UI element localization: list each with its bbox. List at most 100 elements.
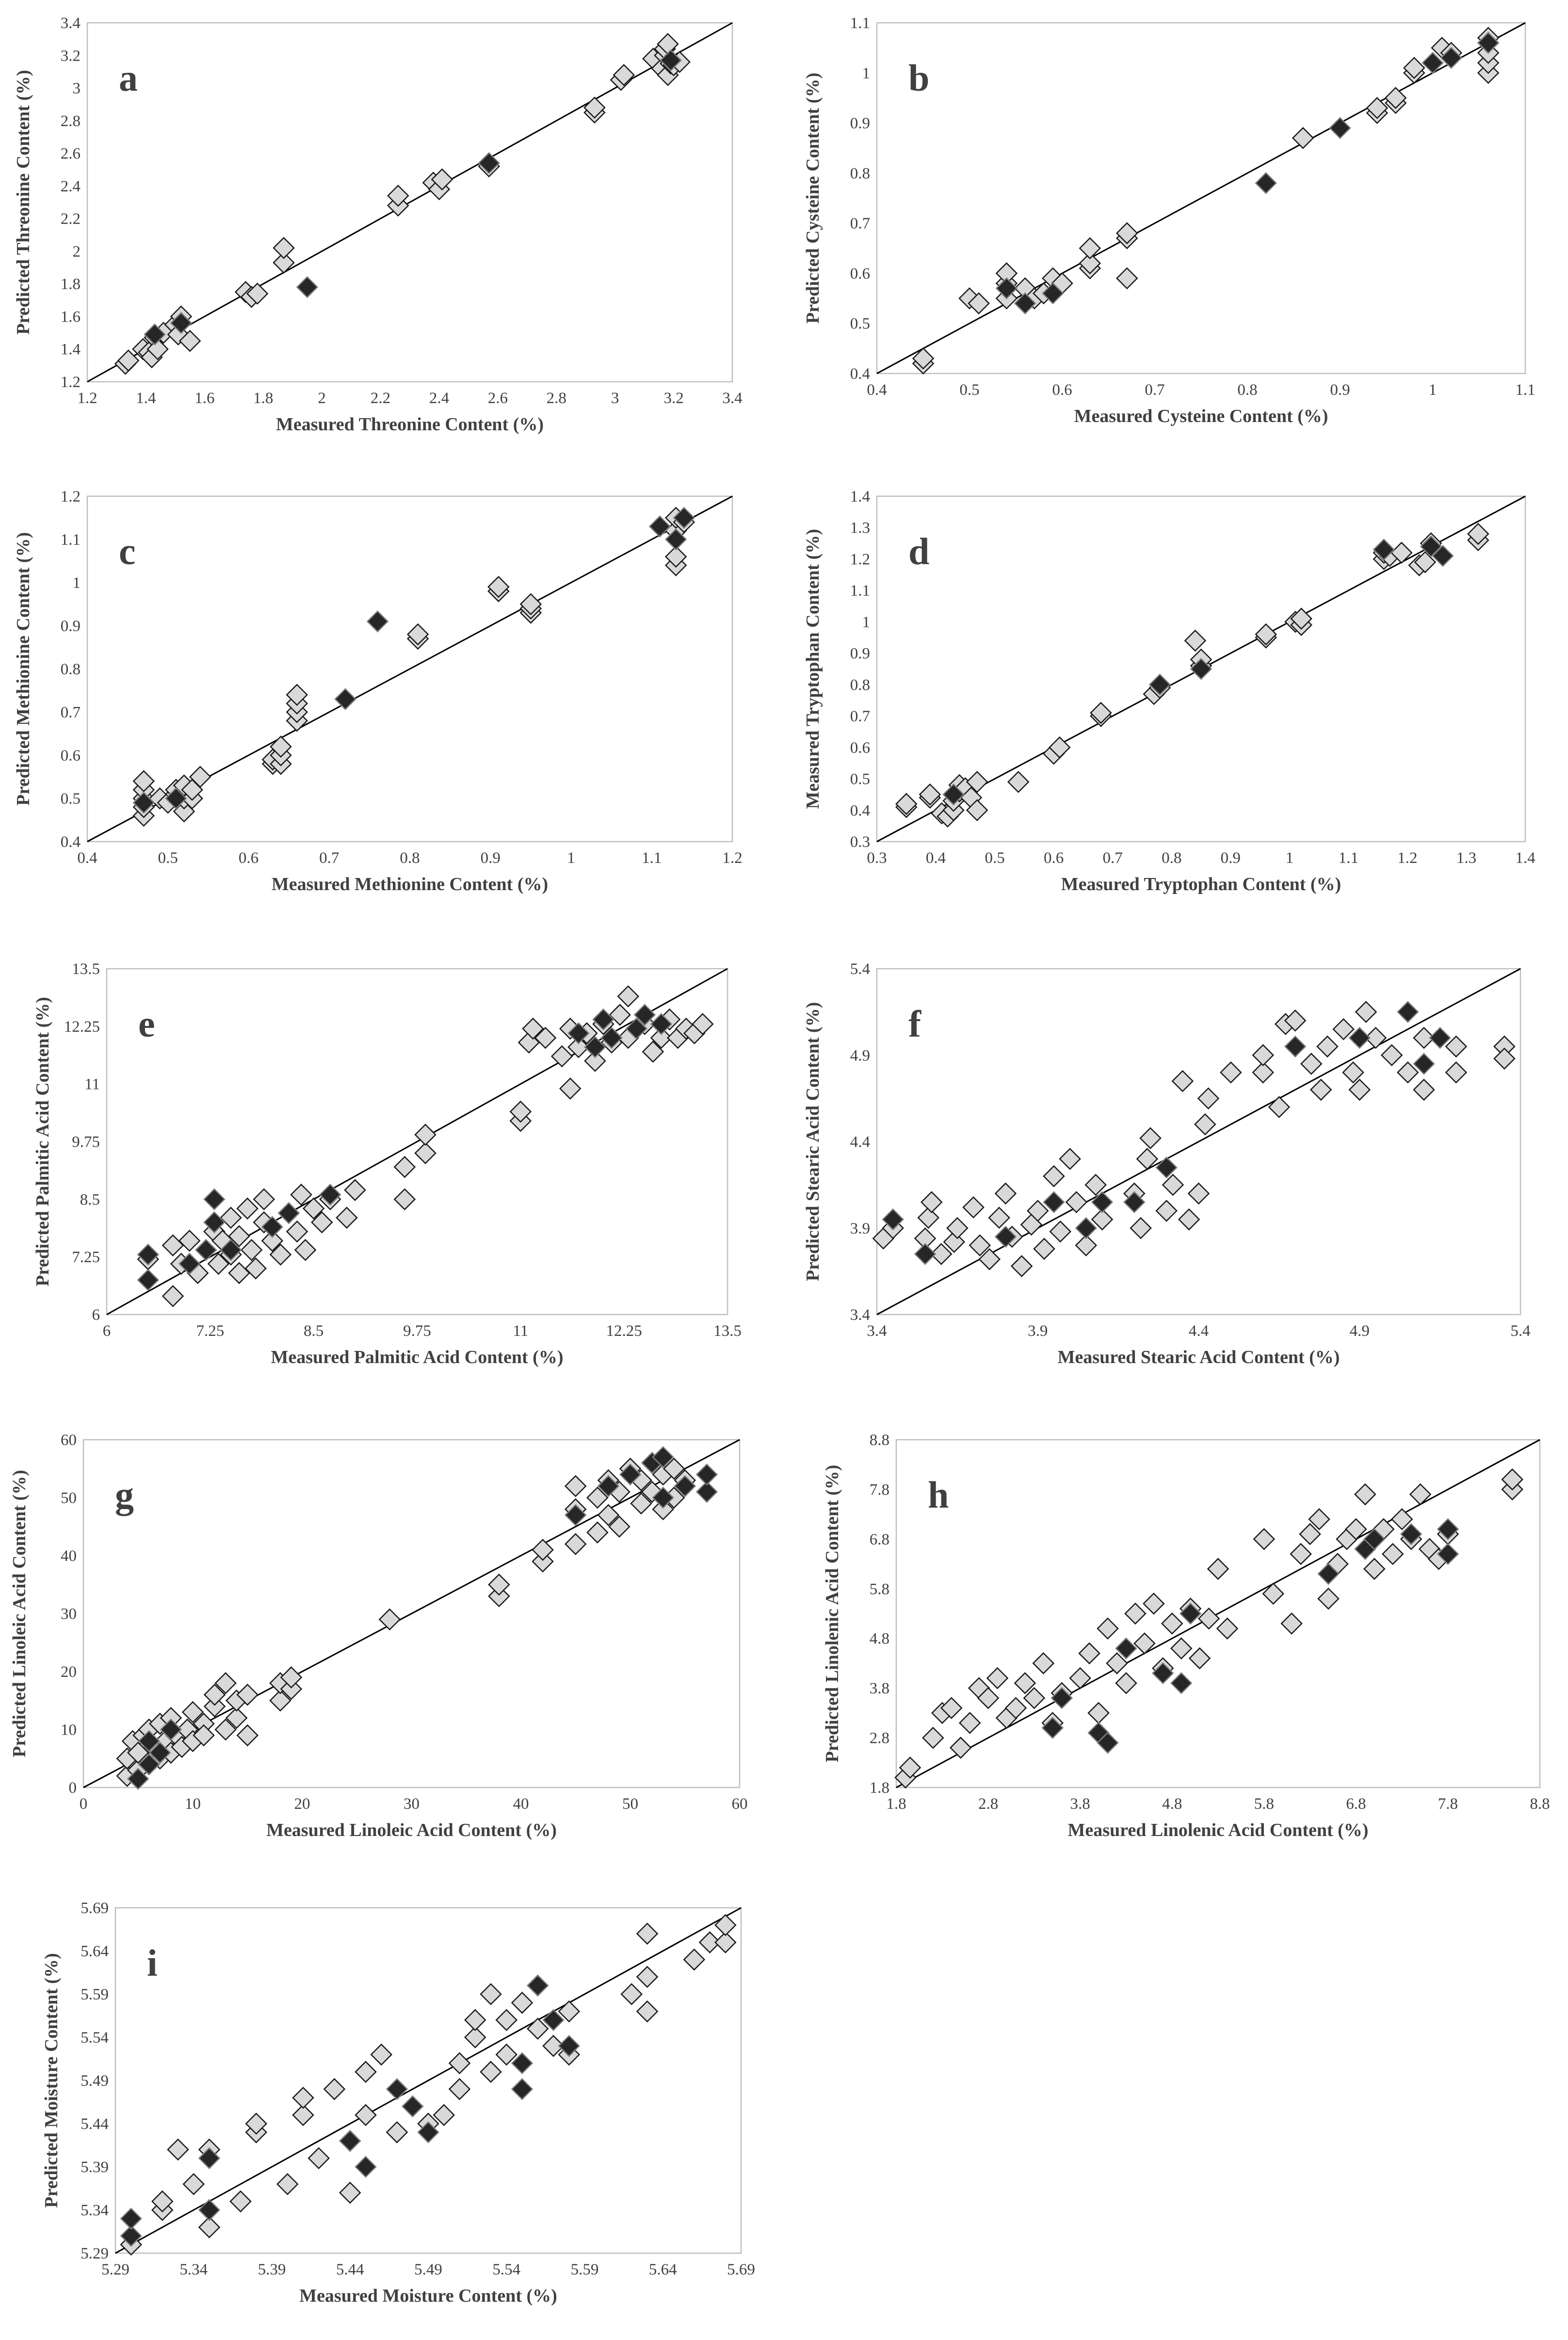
calibration-point: [414, 1123, 436, 1146]
x-tick-label: 2.2: [371, 390, 390, 407]
calibration-point: [962, 1196, 985, 1219]
x-tick-label: 0.9: [481, 849, 501, 867]
validation-point: [558, 2035, 581, 2057]
x-axis-label: Measured Linolenic Acid Content (%): [1068, 1820, 1369, 1840]
y-tick-label: 4.8: [870, 1630, 889, 1648]
y-tick-label: 11: [84, 1076, 100, 1093]
validation-point: [178, 1252, 201, 1275]
calibration-point: [1445, 1061, 1468, 1084]
y-tick-label: 0.6: [850, 265, 870, 282]
validation-point: [220, 1239, 242, 1261]
calibration-point: [1032, 1652, 1055, 1674]
calibration-point: [207, 1252, 230, 1275]
calibration-point: [1023, 1687, 1046, 1709]
x-tick-label: 0.7: [1145, 381, 1164, 399]
calibration-point: [509, 1100, 532, 1123]
x-tick-label: 1: [1286, 849, 1294, 867]
validation-point: [478, 152, 500, 175]
calibration-point: [899, 1756, 921, 1779]
calibration-point: [132, 770, 155, 793]
calibration-point: [564, 1533, 587, 1555]
calibration-point: [336, 1206, 358, 1229]
y-tick-label: 0.9: [850, 645, 870, 663]
calibration-point: [617, 985, 639, 1008]
calibration-point: [286, 1220, 308, 1243]
validation-point: [1170, 1672, 1193, 1694]
calibration-point: [253, 1188, 275, 1211]
x-axis-label: Measured Cysteine Content (%): [1074, 406, 1328, 426]
x-tick-label: 0.4: [926, 849, 946, 867]
calibration-point: [1299, 1523, 1321, 1545]
validation-point: [600, 1026, 623, 1049]
validation-point: [1051, 1687, 1073, 1709]
identity-line: [896, 1439, 1540, 1788]
y-tick-label: 1.8: [870, 1779, 889, 1797]
x-tick-label: 2: [318, 390, 326, 407]
calibration-point: [564, 1475, 587, 1497]
x-tick-label: 0.8: [1237, 381, 1257, 399]
y-tick-label: 8.8: [870, 1431, 889, 1449]
y-tick-label: 1: [73, 574, 81, 592]
validation-point: [339, 2129, 361, 2152]
panel-letter: f: [908, 1003, 921, 1045]
x-tick-label: 1.2: [1397, 849, 1417, 867]
calibration-point: [1345, 1518, 1367, 1541]
calibration-point: [958, 1712, 981, 1734]
validation-point: [1422, 51, 1444, 74]
validation-point: [417, 2121, 439, 2144]
calibration-point: [912, 347, 935, 370]
calibration-point: [532, 1550, 554, 1573]
validation-point: [1148, 673, 1171, 696]
calibration-point: [542, 2035, 565, 2057]
calibration-point: [586, 1486, 609, 1509]
y-tick-label: 9.75: [72, 1134, 100, 1151]
y-tick-label: 0.4: [850, 802, 870, 819]
chart-panel-h: 1.8 2.8 3.8 4.8 5.8 6.8 7.8 8.8 1.8 2.8 3.8 4.8 5.8 6…: [822, 1431, 1550, 1840]
calibration-point: [1115, 222, 1138, 244]
calibration-point: [240, 1239, 263, 1261]
y-tick-label: 2.8: [61, 113, 81, 130]
calibration-point: [228, 1225, 250, 1248]
y-tick-label: 0.7: [850, 708, 870, 725]
y-tick-label: 1.8: [61, 276, 81, 293]
plot-area-frame: [876, 968, 1521, 1316]
calibration-point: [1026, 1200, 1049, 1222]
calibration-point: [1075, 1234, 1098, 1257]
chart-panel-i: 5.29 5.34 5.39 5.44 5.49 5.54 5.59 5.64 5.69 5.29…: [41, 1900, 755, 2306]
calibration-point: [378, 1608, 401, 1631]
y-axis-label: Predicted Moisture Content (%): [41, 1953, 62, 2208]
x-tick-label: 0.7: [1103, 849, 1123, 867]
validation-point: [120, 2225, 143, 2247]
y-tick-label: 0.9: [850, 115, 870, 132]
x-axis-label: Measured Threonine Content (%): [276, 414, 544, 435]
validation-point: [542, 2009, 565, 2031]
calibration-point: [1014, 1672, 1036, 1694]
calibration-point: [246, 282, 269, 305]
x-tick-label: 2.8: [547, 390, 566, 407]
validation-point: [149, 1741, 171, 1764]
validation-point: [170, 312, 193, 334]
calibration-point: [986, 1667, 1009, 1690]
x-tick-label: 5.29: [101, 2261, 129, 2278]
calibration-point: [586, 1521, 609, 1544]
y-tick-label: 5.8: [870, 1580, 889, 1598]
calibration-point: [1380, 1044, 1403, 1067]
x-tick-label: 1.3: [1456, 849, 1476, 867]
calibration-point: [1010, 1255, 1033, 1277]
y-tick-label: 1.1: [850, 582, 870, 600]
calibration-point: [294, 1239, 317, 1261]
y-tick-label: 1: [862, 65, 871, 82]
validation-point: [138, 1730, 161, 1753]
calibration-point: [584, 1050, 606, 1072]
calibration-point: [1161, 1612, 1183, 1635]
x-tick-label: 0.7: [319, 849, 339, 867]
calibration-point: [178, 330, 201, 352]
calibration-point: [609, 1004, 631, 1026]
y-tick-label: 0.5: [61, 790, 81, 808]
calibration-point: [229, 2190, 252, 2212]
calibration-point: [393, 1156, 416, 1178]
validation-point: [277, 1202, 300, 1224]
x-tick-label: 0.5: [158, 849, 178, 867]
validation-point: [1097, 1732, 1119, 1754]
calibration-point: [1079, 252, 1101, 275]
